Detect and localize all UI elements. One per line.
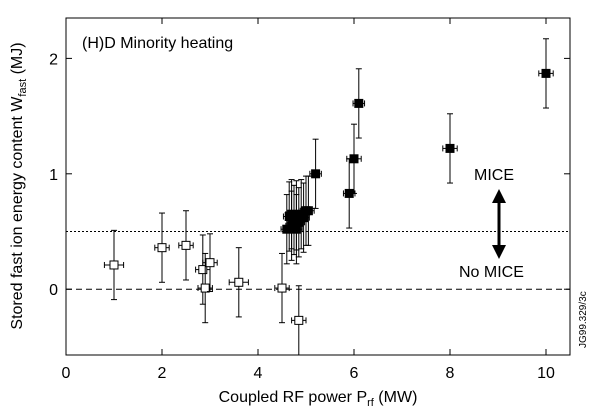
x-tick-label: 10	[537, 365, 555, 382]
point	[181, 240, 191, 250]
x-label-after: (MW)	[374, 389, 418, 406]
x-label-text: Coupled RF power P	[219, 389, 368, 406]
y-tick-label: 0	[49, 282, 58, 299]
figure-id: JG99.329/3c	[578, 291, 589, 348]
x-tick-label: 2	[158, 365, 167, 382]
point	[157, 243, 167, 253]
x-tick-label: 6	[350, 365, 359, 382]
y-axis-label: Stored fast ion energy content Wfast (MJ…	[9, 42, 29, 329]
point	[205, 258, 215, 268]
annotation: (H)D Minority heating	[82, 35, 233, 52]
no-mice-label: No MICE	[459, 264, 524, 281]
x-tick-label: 8	[446, 365, 455, 382]
x-tick-label: 0	[62, 365, 71, 382]
point	[354, 98, 364, 108]
point	[234, 277, 244, 287]
plot-frame	[65, 17, 571, 356]
point	[349, 154, 359, 164]
point	[541, 68, 551, 78]
y-label-text: Stored fast ion energy content W	[9, 96, 26, 330]
point	[303, 206, 313, 216]
point	[277, 283, 287, 293]
arrow	[492, 189, 506, 259]
x-tick-label: 4	[254, 365, 263, 382]
point	[445, 143, 455, 153]
y-tick-label: 2	[49, 51, 58, 68]
x-label-sub: rf	[367, 397, 375, 409]
point	[200, 283, 210, 293]
y-tick-label: 1	[49, 167, 58, 184]
y-label-sub: fast	[17, 79, 29, 97]
x-axis-label: Coupled RF power Prf (MW)	[219, 389, 418, 409]
point	[109, 260, 119, 270]
mice-label: MICE	[474, 167, 514, 184]
point	[294, 315, 304, 325]
point	[311, 169, 321, 179]
y-label-after: (MJ)	[9, 42, 26, 78]
